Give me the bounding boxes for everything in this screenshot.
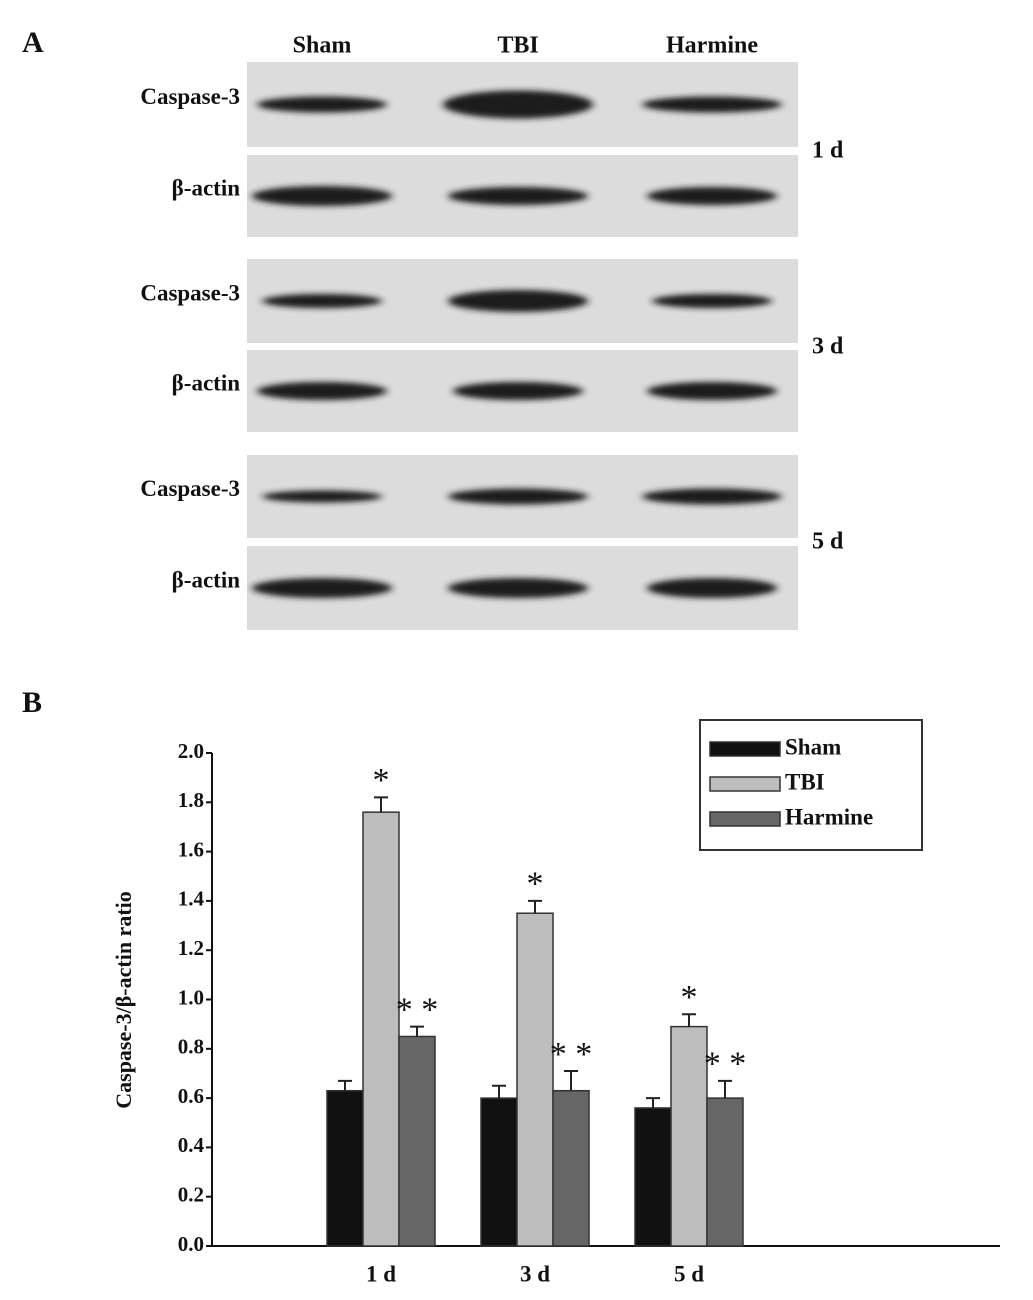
legend-swatch <box>709 741 781 757</box>
lane-label: Sham <box>293 33 352 59</box>
panel-label: B <box>22 686 42 719</box>
blot-band <box>453 382 583 400</box>
significance-mark: * <box>527 866 544 903</box>
x-tick-label: 3 d <box>520 1261 550 1286</box>
blot-band <box>652 294 772 308</box>
blot-band <box>448 578 588 598</box>
bar <box>634 1107 672 1247</box>
error-bar <box>492 1084 506 1099</box>
blot-band <box>647 578 777 598</box>
bar <box>362 811 400 1247</box>
significance-mark: * * <box>550 1036 593 1073</box>
blot-band <box>262 490 382 503</box>
lane-label: TBI <box>497 33 538 59</box>
y-tick-label: 1.4 <box>178 887 205 911</box>
row-label: β-actin <box>172 567 241 592</box>
error-bar <box>718 1079 732 1099</box>
bar <box>516 912 554 1247</box>
time-label: 3 d <box>812 334 844 360</box>
legend-label: Sham <box>785 734 841 759</box>
bar <box>670 1025 708 1247</box>
blot-band <box>642 96 782 113</box>
blot-band <box>647 382 777 400</box>
error-bar <box>374 796 388 813</box>
bar <box>480 1097 518 1247</box>
lane-label: Harmine <box>666 33 758 59</box>
row-label: Caspase-3 <box>140 280 240 305</box>
significance-mark: * <box>373 762 390 799</box>
y-tick-label: 0.0 <box>178 1232 204 1256</box>
row-label: β-actin <box>172 175 241 200</box>
legend-label: TBI <box>785 769 825 794</box>
bar <box>326 1089 364 1247</box>
legend-label: Harmine <box>785 804 873 829</box>
row-label: β-actin <box>172 370 241 395</box>
legend-swatch <box>709 776 781 792</box>
y-tick-label: 0.8 <box>178 1035 204 1059</box>
y-tick-label: 1.0 <box>178 985 204 1009</box>
blot-band <box>252 186 392 206</box>
y-tick-label: 1.2 <box>178 936 204 960</box>
significance-mark: * <box>681 979 698 1016</box>
y-axis-label: Caspase-3/β-actin ratio <box>111 891 136 1109</box>
error-bar <box>682 1013 696 1027</box>
y-tick-label: 0.6 <box>178 1084 204 1108</box>
row-label: Caspase-3 <box>140 476 240 501</box>
time-label: 1 d <box>812 138 844 164</box>
panel-label: A <box>22 26 44 59</box>
bar <box>706 1097 744 1247</box>
bar <box>552 1089 590 1247</box>
blot-band <box>647 187 777 205</box>
significance-mark: * * <box>704 1046 747 1083</box>
significance-mark: * * <box>396 991 439 1028</box>
blot-band <box>642 488 782 505</box>
error-bar <box>410 1025 424 1037</box>
bar <box>398 1035 436 1247</box>
x-tick-label: 5 d <box>674 1261 704 1286</box>
y-tick-label: 0.4 <box>178 1133 205 1157</box>
blot-band <box>448 290 588 312</box>
time-label: 5 d <box>812 529 844 555</box>
y-tick-label: 0.2 <box>178 1183 204 1207</box>
y-tick-label: 1.8 <box>178 788 204 812</box>
legend-swatch <box>709 811 781 827</box>
blot-band <box>252 578 392 598</box>
error-bar <box>646 1097 660 1108</box>
blot-band <box>257 382 387 400</box>
error-bar <box>564 1069 578 1091</box>
y-tick-label: 1.6 <box>178 837 204 861</box>
error-bar <box>338 1079 352 1091</box>
blot-band <box>257 96 387 113</box>
blot-band <box>443 90 593 119</box>
blot-band <box>448 187 588 205</box>
blot-band <box>448 488 588 505</box>
error-bar <box>528 899 542 914</box>
y-tick-label: 2.0 <box>178 739 204 763</box>
row-label: Caspase-3 <box>140 84 240 109</box>
blot-band <box>262 294 382 308</box>
x-tick-label: 1 d <box>366 1261 396 1286</box>
